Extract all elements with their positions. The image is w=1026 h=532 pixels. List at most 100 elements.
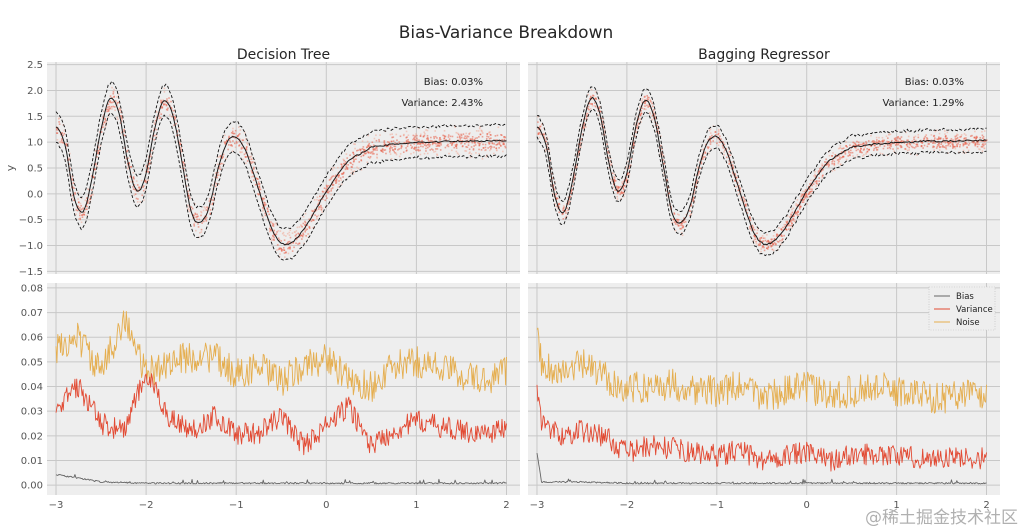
prediction-point (712, 136, 715, 139)
prediction-point (427, 140, 430, 142)
prediction-point (366, 150, 369, 153)
prediction-point (60, 133, 62, 136)
prediction-point (304, 221, 307, 224)
legend: Bias Variance Noise (928, 286, 996, 331)
prediction-point (290, 242, 292, 245)
prediction-point (495, 149, 498, 152)
prediction-point (788, 228, 790, 230)
prediction-point (165, 104, 168, 107)
prediction-point (62, 134, 64, 137)
prediction-point (674, 223, 677, 225)
prediction-point (634, 124, 636, 126)
upper-band-line (55, 80, 507, 230)
prediction-point (959, 144, 961, 146)
prediction-point (626, 180, 628, 182)
prediction-point (436, 148, 439, 150)
prediction-point (102, 110, 105, 113)
prediction-point (183, 167, 185, 170)
prediction-point (623, 184, 626, 187)
prediction-point (313, 208, 316, 211)
prediction-point (538, 131, 541, 134)
prediction-point (242, 158, 244, 161)
prediction-point (159, 100, 162, 103)
prediction-point (318, 206, 320, 208)
prediction-point (734, 180, 737, 182)
prediction-point (853, 146, 856, 148)
prediction-point (566, 207, 569, 209)
prediction-point (650, 100, 652, 103)
prediction-point (187, 192, 189, 195)
prediction-point (488, 132, 490, 134)
prediction-point (963, 133, 966, 135)
prediction-point (626, 182, 628, 185)
prediction-point (916, 154, 918, 156)
prediction-point (787, 224, 789, 227)
prediction-point (438, 139, 441, 141)
prediction-point (280, 249, 283, 252)
prediction-point (828, 154, 831, 157)
prediction-point (932, 142, 934, 144)
prediction-point (981, 144, 984, 146)
prediction-point (899, 144, 901, 147)
prediction-point (760, 248, 763, 250)
prediction-point (461, 141, 463, 144)
prediction-point (126, 162, 129, 165)
prediction-point (182, 160, 184, 163)
prediction-point (310, 220, 313, 223)
prediction-point (792, 218, 795, 221)
prediction-point (266, 208, 269, 211)
prediction-point (761, 245, 764, 247)
prediction-point (849, 151, 852, 154)
prediction-point (873, 144, 876, 147)
prediction-point (806, 196, 809, 198)
prediction-point (651, 114, 654, 117)
prediction-point (130, 180, 132, 183)
prediction-point (891, 142, 894, 145)
prediction-point (357, 149, 359, 152)
prediction-point (240, 146, 243, 149)
prediction-point (69, 167, 71, 170)
prediction-point (923, 144, 926, 147)
prediction-point (80, 197, 83, 199)
bias-line (55, 474, 507, 485)
prediction-point (321, 211, 324, 213)
prediction-point (234, 137, 236, 139)
prediction-point (82, 213, 85, 216)
prediction-point (749, 219, 752, 222)
prediction-point (872, 143, 875, 146)
prediction-point (599, 110, 602, 113)
prediction-point (601, 121, 604, 124)
prediction-point (910, 145, 913, 148)
prediction-point (646, 104, 648, 107)
prediction-point (827, 161, 830, 164)
prediction-point (879, 144, 881, 147)
prediction-point (846, 146, 848, 148)
prediction-point (464, 142, 466, 145)
prediction-point (677, 225, 680, 227)
prediction-point (125, 150, 128, 153)
prediction-point (160, 113, 163, 115)
title-decision-tree: Decision Tree (237, 47, 330, 63)
prediction-point (422, 142, 425, 145)
prediction-point (371, 141, 374, 144)
prediction-point (71, 197, 74, 200)
prediction-point (828, 163, 830, 166)
prediction-point (920, 141, 923, 143)
prediction-point (689, 210, 692, 212)
prediction-point (449, 142, 452, 145)
prediction-point (628, 176, 630, 178)
prediction-point (264, 214, 267, 217)
prediction-point (251, 158, 254, 160)
prediction-point (481, 135, 484, 138)
prediction-point (343, 162, 346, 165)
prediction-point (857, 141, 860, 144)
prediction-point (90, 194, 92, 197)
prediction-point (763, 246, 765, 249)
prediction-point (478, 144, 481, 147)
prediction-point (657, 130, 660, 133)
prediction-point (636, 127, 639, 130)
prediction-point (569, 200, 571, 203)
prediction-point (109, 100, 111, 102)
prediction-point (875, 136, 878, 139)
prediction-point (795, 211, 797, 214)
